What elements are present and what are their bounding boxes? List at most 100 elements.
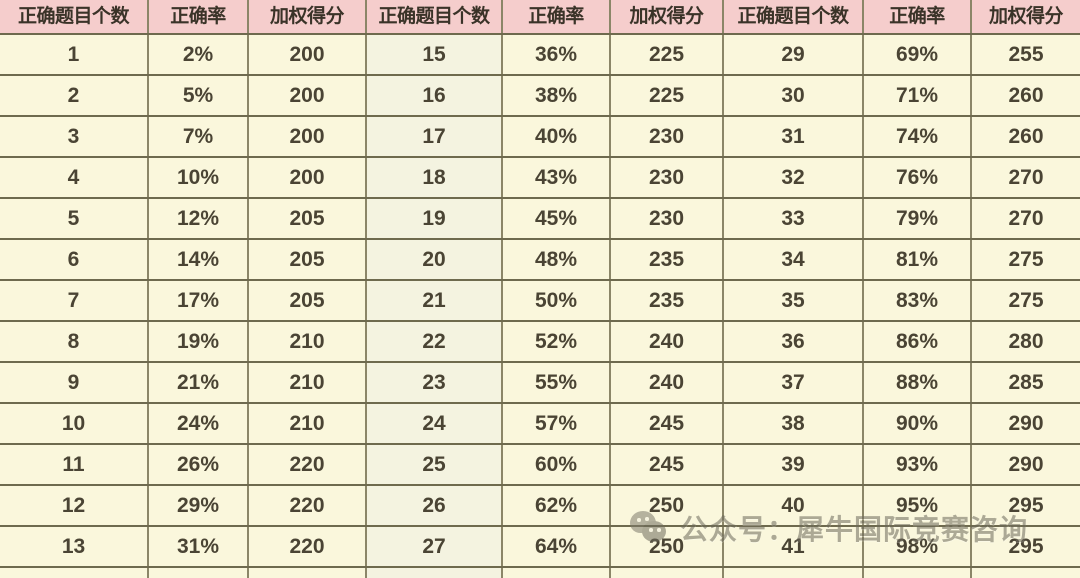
table-cell: 88% (863, 362, 972, 404)
table-cell: 230 (610, 116, 724, 158)
table-cell: 41 (723, 526, 864, 568)
table-cell: 45% (502, 198, 611, 240)
table-cell: 205 (248, 239, 367, 281)
table-cell: 32 (723, 157, 864, 199)
table-cell: 7 (0, 280, 149, 322)
table-cell: 60% (502, 444, 611, 486)
table-cell: 11 (0, 444, 149, 486)
column-header-accuracy-3: 正确率 (863, 0, 972, 35)
table-cell: 6 (0, 239, 149, 281)
table-cell: 19% (148, 321, 249, 363)
table-cell: 90% (863, 403, 972, 445)
table-cell: 220 (248, 485, 367, 527)
table-cell: 200 (248, 34, 367, 76)
table-cell: 33 (723, 198, 864, 240)
table-row: 5 12% 205 19 45% 230 33 79% 270 (0, 198, 1080, 240)
table-cell: 17% (148, 280, 249, 322)
table-cell: 255 (971, 34, 1080, 76)
table-cell: 240 (610, 321, 724, 363)
table-cell: 225 (248, 567, 367, 578)
table-cell: 5% (148, 75, 249, 117)
table-cell: 270 (971, 198, 1080, 240)
table-cell: 13 (0, 526, 149, 568)
table-cell: 295 (971, 485, 1080, 527)
table-cell: 34 (723, 239, 864, 281)
table-cell: 230 (610, 198, 724, 240)
table-cell: 16 (366, 75, 503, 117)
table-cell: 50% (502, 280, 611, 322)
table-cell: 74% (863, 116, 972, 158)
table-cell: 17 (366, 116, 503, 158)
table-cell: 205 (248, 198, 367, 240)
table-cell: 81% (863, 239, 972, 281)
table-cell: 23 (366, 362, 503, 404)
table-cell: 38 (723, 403, 864, 445)
table-cell: 48% (502, 239, 611, 281)
table-cell: 29% (148, 485, 249, 527)
table-cell: 275 (971, 239, 1080, 281)
table-row: 12 29% 220 26 62% 250 40 95% 295 (0, 485, 1080, 527)
table-row: 3 7% 200 17 40% 230 31 74% 260 (0, 116, 1080, 158)
table-cell: 55% (502, 362, 611, 404)
table-cell: 10 (0, 403, 149, 445)
table-cell: 21% (148, 362, 249, 404)
table-cell: 3 (0, 116, 149, 158)
table-cell: 31 (723, 116, 864, 158)
column-header-correct-count-3: 正确题目个数 (723, 0, 864, 35)
column-header-weighted-score-1: 加权得分 (248, 0, 367, 35)
table-cell: 9 (0, 362, 149, 404)
table-cell: 10% (148, 157, 249, 199)
table-cell: 42 (723, 567, 864, 578)
table-cell: 245 (610, 403, 724, 445)
table-cell: 245 (610, 444, 724, 486)
table-cell: 200 (248, 75, 367, 117)
table-row: 2 5% 200 16 38% 225 30 71% 260 (0, 75, 1080, 117)
table-cell: 275 (971, 280, 1080, 322)
table-cell: 280 (971, 321, 1080, 363)
table-row: 9 21% 210 23 55% 240 37 88% 285 (0, 362, 1080, 404)
table-cell: 76% (863, 157, 972, 199)
table-cell: 300 (971, 567, 1080, 578)
table-cell: 260 (971, 116, 1080, 158)
table-cell: 37 (723, 362, 864, 404)
table-cell: 14% (148, 239, 249, 281)
table-row: 4 10% 200 18 43% 230 32 76% 270 (0, 157, 1080, 199)
table-cell: 24% (148, 403, 249, 445)
table-row: 11 26% 220 25 60% 245 39 93% 290 (0, 444, 1080, 486)
table-cell: 295 (971, 526, 1080, 568)
table-row: 8 19% 210 22 52% 240 36 86% 280 (0, 321, 1080, 363)
table-cell: 210 (248, 321, 367, 363)
table-cell: 83% (863, 280, 972, 322)
table-cell: 26 (366, 485, 503, 527)
table-cell: 20 (366, 239, 503, 281)
column-header-correct-count-1: 正确题目个数 (0, 0, 149, 35)
table-cell: 290 (971, 403, 1080, 445)
table-cell: 36 (723, 321, 864, 363)
table-cell: 2 (0, 75, 149, 117)
table-cell: 98% (863, 526, 972, 568)
table-cell: 69% (863, 34, 972, 76)
table-cell: 86% (863, 321, 972, 363)
table-cell: 35 (723, 280, 864, 322)
table-cell: 28 (366, 567, 503, 578)
table-cell: 40 (723, 485, 864, 527)
table-row: 7 17% 205 21 50% 235 35 83% 275 (0, 280, 1080, 322)
column-header-weighted-score-2: 加权得分 (610, 0, 724, 35)
table-cell: 40% (502, 116, 611, 158)
table-cell: 18 (366, 157, 503, 199)
table-row: 1433%2252867%2554298%300 (0, 567, 1080, 578)
table-cell: 255 (610, 567, 724, 578)
table-header-row: 正确题目个数 正确率 加权得分 正确题目个数 正确率 加权得分 正确题目个数 正… (0, 0, 1080, 35)
table-cell: 240 (610, 362, 724, 404)
table-cell: 36% (502, 34, 611, 76)
table-cell: 250 (610, 485, 724, 527)
table-cell: 260 (971, 75, 1080, 117)
table-header: 正确题目个数 正确率 加权得分 正确题目个数 正确率 加权得分 正确题目个数 正… (0, 0, 1080, 35)
table-cell: 200 (248, 116, 367, 158)
table-cell: 33% (148, 567, 249, 578)
table-cell: 225 (610, 75, 724, 117)
table-cell: 21 (366, 280, 503, 322)
table-row: 6 14% 205 20 48% 235 34 81% 275 (0, 239, 1080, 281)
table-cell: 200 (248, 157, 367, 199)
